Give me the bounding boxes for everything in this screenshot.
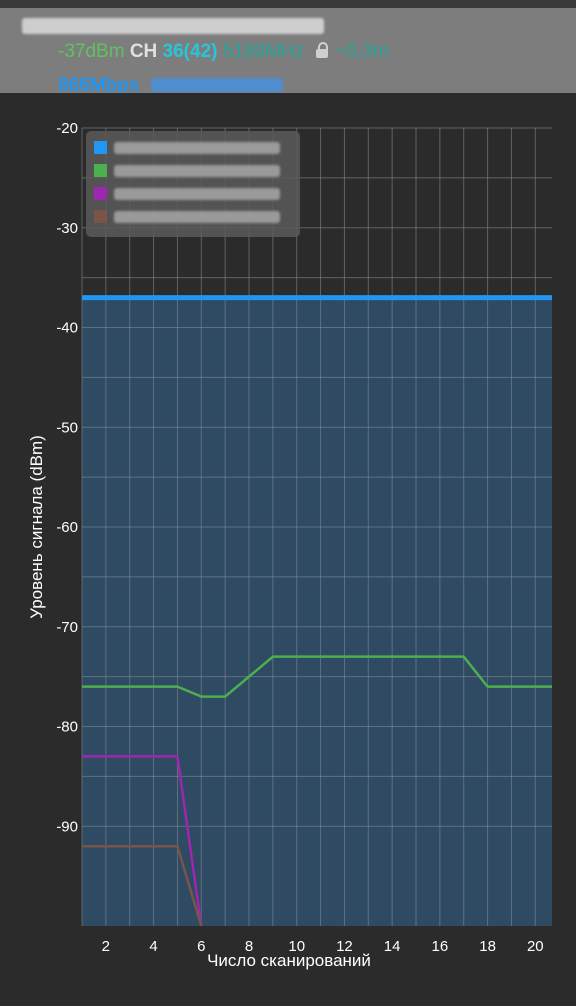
y-tick-label: -60 xyxy=(56,519,78,536)
series-3-line xyxy=(82,755,203,927)
x-tick-label: 12 xyxy=(336,938,353,955)
legend-box xyxy=(86,131,300,237)
distance: ~0,3m xyxy=(335,41,389,62)
legend-swatch xyxy=(94,164,107,177)
y-tick-label: -30 xyxy=(56,220,78,237)
legend-label-redacted xyxy=(114,142,280,154)
x-tick-label: 16 xyxy=(432,938,449,955)
legend-label-redacted xyxy=(114,188,280,200)
x-tick-label: 8 xyxy=(245,938,253,955)
series-1-area xyxy=(82,297,552,926)
channel-label: CH xyxy=(129,41,158,62)
signal-strength-chart: -20 -30 -40 -50 -60 -70 -80 -90 2 4 6 8 10 12 14 16 18 20… xyxy=(0,93,576,1006)
legend-label-redacted xyxy=(114,165,280,177)
x-tick-label: 14 xyxy=(384,938,401,955)
y-axis-title: Уровень сигнала (dBm) xyxy=(27,435,46,619)
x-tick-label: 10 xyxy=(288,938,305,955)
series-2-line xyxy=(82,655,552,698)
y-tick-label: -20 xyxy=(56,120,78,137)
link-speed: 866Mbps xyxy=(58,75,140,96)
x-axis-title: Число сканирований xyxy=(207,951,371,970)
x-tick-label: 6 xyxy=(197,938,205,955)
ssid-redacted xyxy=(22,18,324,34)
y-tick-label: -70 xyxy=(56,619,78,636)
y-tick-label: -80 xyxy=(56,719,78,736)
y-tick-label: -90 xyxy=(56,818,78,835)
x-tick-label: 4 xyxy=(149,938,157,955)
lock-icon xyxy=(315,42,329,58)
x-tick-label: 18 xyxy=(479,938,496,955)
x-tick-label: 2 xyxy=(102,938,110,955)
chart-legend xyxy=(86,131,300,237)
legend-swatch xyxy=(94,210,107,223)
frequency: 5180MHz xyxy=(222,41,305,62)
y-tick-label: -50 xyxy=(56,419,78,436)
connection-info-bar: -37dBm CH 36(42) 5180MHz ~0,3m 866Mbps xyxy=(0,0,576,96)
mac-redacted xyxy=(150,78,283,92)
series-4-line xyxy=(82,844,203,927)
y-tick-label: -40 xyxy=(56,320,78,337)
signal-info-line: -37dBm CH 36(42) 5180MHz ~0,3m xyxy=(58,41,389,63)
legend-swatch xyxy=(94,141,107,154)
speed-info-line: 866Mbps xyxy=(58,75,283,97)
x-tick-label: 20 xyxy=(527,938,544,955)
signal-level: -37dBm xyxy=(58,41,125,62)
legend-swatch xyxy=(94,187,107,200)
channel-number: 36(42) xyxy=(162,41,218,62)
legend-label-redacted xyxy=(114,211,280,223)
